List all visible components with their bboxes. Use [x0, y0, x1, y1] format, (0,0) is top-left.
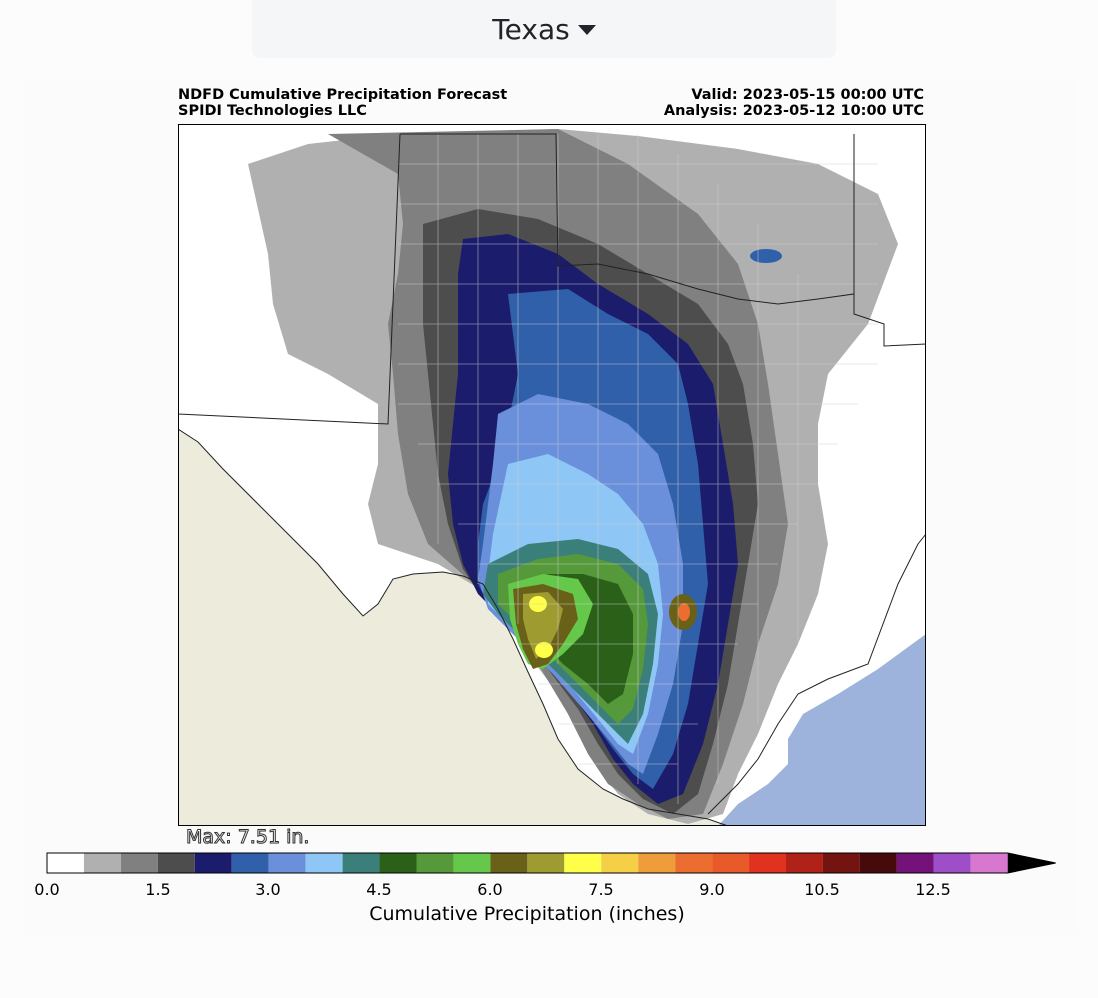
region-dropdown[interactable]: Texas: [252, 0, 836, 58]
colorbar-swatch: [83, 853, 121, 873]
colorbar-swatch: [896, 853, 934, 873]
colorbar: [46, 852, 1056, 874]
rain-spot-east-core: [678, 603, 690, 621]
lake-spot: [750, 249, 782, 263]
colorbar-label: Cumulative Precipitation (inches): [369, 903, 685, 925]
analysis-time: Analysis: 2023-05-12 10:00 UTC: [663, 103, 924, 119]
colorbar-tick: 7.5: [588, 880, 614, 899]
map-title: NDFD Cumulative Precipitation Forecast: [178, 87, 508, 103]
colorbar-swatch: [194, 853, 232, 873]
colorbar-swatch: [157, 853, 195, 873]
colorbar-tick: 10.5: [804, 880, 840, 899]
colorbar-swatch: [601, 853, 639, 873]
map-subtitle: SPIDI Technologies LLC: [178, 103, 367, 119]
precipitation-map: [178, 124, 926, 826]
colorbar-swatch: [231, 853, 269, 873]
colorbar-swatch: [47, 853, 84, 873]
colorbar-swatch: [453, 853, 491, 873]
colorbar-swatch: [490, 853, 528, 873]
colorbar-swatch: [379, 853, 417, 873]
colorbar-swatch: [120, 853, 158, 873]
map-frame: [178, 124, 926, 826]
gulf-area: [718, 634, 926, 826]
colorbar-swatch: [970, 853, 1008, 873]
colorbar-swatch: [416, 853, 454, 873]
colorbar-swatch: [305, 853, 343, 873]
colorbar-extend-arrow: [1007, 853, 1056, 873]
colorbar-frame: [46, 852, 1056, 874]
colorbar-swatch: [859, 853, 897, 873]
caret-down-icon: [577, 25, 596, 35]
colorbar-swatch: [342, 853, 380, 873]
colorbar-swatch: [675, 853, 713, 873]
colorbar-swatch: [268, 853, 306, 873]
region-dropdown-label: Texas: [492, 12, 570, 46]
max-precip-label: Max: 7.51 in.: [185, 826, 310, 849]
colorbar-tick: 3.0: [255, 880, 281, 899]
colorbar-swatch: [933, 853, 971, 873]
colorbar-tick: 4.5: [366, 880, 392, 899]
colorbar-swatch: [749, 853, 786, 873]
county-lines: [398, 134, 878, 804]
colorbar-tick: 0.0: [34, 880, 60, 899]
colorbar-tick: 9.0: [699, 880, 725, 899]
colorbar-swatch: [638, 853, 676, 873]
colorbar-swatch: [712, 853, 750, 873]
colorbar-swatch: [822, 853, 860, 873]
colorbar-tick: 12.5: [915, 880, 951, 899]
colorbar-tick: 6.0: [477, 880, 503, 899]
max-rain-spot-2: [535, 642, 553, 658]
mexico-area: [178, 429, 728, 826]
colorbar-swatch: [527, 853, 565, 873]
valid-time: Valid: 2023-05-15 00:00 UTC: [691, 87, 924, 103]
colorbar-tick: 1.5: [145, 880, 171, 899]
state-borders: [178, 133, 926, 826]
colorbar-swatch: [564, 853, 602, 873]
colorbar-swatch: [786, 853, 823, 873]
